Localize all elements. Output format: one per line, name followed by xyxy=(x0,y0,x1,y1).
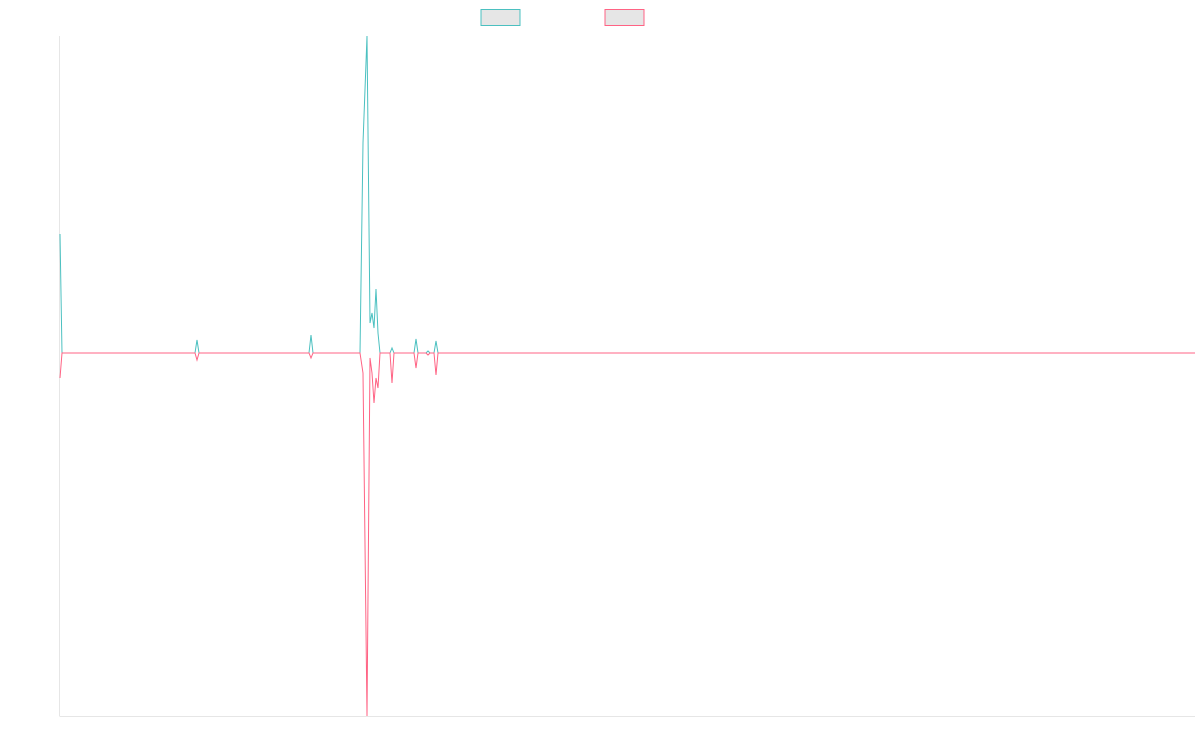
legend-swatch[interactable] xyxy=(604,9,645,26)
series-line xyxy=(59,352,1195,717)
legend-swatch[interactable] xyxy=(480,9,521,26)
series-line xyxy=(59,35,1195,354)
